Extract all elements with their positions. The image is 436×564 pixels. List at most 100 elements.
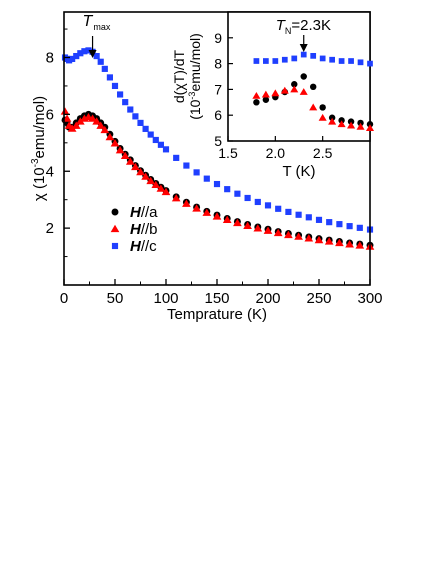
data-point: [243, 221, 252, 229]
y-tick-label: 6: [46, 106, 54, 123]
data-point: [234, 190, 241, 197]
inset-data-point: [299, 88, 308, 95]
data-point: [356, 224, 363, 231]
inset-x-tick-label: 2.5: [313, 145, 333, 161]
inset-data-point: [291, 81, 298, 88]
data-point: [222, 215, 232, 224]
data-point: [203, 175, 210, 182]
data-point: [88, 114, 97, 122]
tmax-annotation: Tmax: [83, 13, 111, 32]
data-point: [224, 186, 231, 193]
legend: H//aH//bH//c: [110, 204, 158, 255]
data-point: [125, 157, 135, 165]
data-point: [141, 172, 150, 180]
legend-label: H//a: [130, 204, 158, 221]
data-point: [173, 154, 180, 161]
data-point: [115, 146, 125, 154]
inset-y-tick-label: 6: [214, 107, 222, 123]
inset-data-point: [319, 104, 326, 111]
inset-y-tick-label: 9: [214, 30, 222, 46]
inset-data-point: [262, 96, 270, 103]
data-point: [304, 234, 314, 242]
series-h-c: [61, 47, 374, 233]
inset-data-point: [290, 85, 299, 93]
data-point: [335, 238, 344, 247]
data-point: [137, 119, 144, 126]
data-point: [97, 58, 104, 65]
data-point: [132, 113, 139, 120]
data-point: [294, 232, 303, 240]
inset-data-point: [365, 124, 375, 132]
inset-plot: 1.5 2.0 2.5 5 6 7 8 9 T (K) d(χT)/dT(10-3emu/mol)…: [171, 11, 375, 180]
data-point: [60, 107, 70, 115]
data-point: [355, 241, 365, 249]
inset-data-point: [310, 53, 317, 59]
data-point: [213, 180, 221, 188]
x-tick-label: 150: [204, 290, 229, 307]
data-point: [295, 211, 302, 218]
data-point: [161, 187, 171, 196]
data-point: [162, 146, 170, 153]
inset-data-point: [348, 58, 354, 64]
inset-data-point: [356, 122, 365, 130]
x-tick-label: 100: [153, 290, 178, 307]
data-point: [233, 218, 242, 227]
inset-data-point: [309, 83, 317, 91]
data-point: [253, 224, 263, 232]
inset-data-point: [347, 121, 356, 129]
data-point: [212, 212, 222, 220]
data-point: [146, 176, 156, 185]
data-point: [264, 202, 272, 209]
data-point: [73, 52, 80, 60]
data-point: [77, 50, 84, 57]
inset-data-point: [271, 89, 280, 97]
data-point: [151, 180, 161, 189]
data-point: [285, 208, 292, 215]
inset-data-point: [261, 90, 270, 98]
data-point: [110, 139, 120, 147]
inset-data-point: [367, 60, 373, 67]
inset-series-h-c: [253, 51, 373, 67]
legend-label: H//b: [130, 221, 158, 238]
data-point: [69, 55, 76, 63]
x-tick-label: 0: [60, 290, 68, 307]
inset-data-point: [253, 99, 260, 106]
data-point: [202, 208, 212, 216]
data-point: [275, 205, 282, 212]
y-tick-label: 8: [46, 50, 54, 67]
inset-data-point: [357, 59, 364, 66]
data-point: [75, 117, 85, 125]
data-point: [152, 136, 159, 144]
data-point: [157, 141, 164, 148]
data-point: [67, 124, 77, 132]
data-point: [105, 132, 115, 141]
data-point: [147, 131, 154, 138]
y-tick-label: 4: [46, 163, 54, 180]
data-point: [136, 167, 145, 176]
data-point: [92, 117, 101, 125]
inset-frame: [227, 11, 371, 142]
data-point: [122, 99, 129, 106]
inset-x-tick-label: 2.0: [266, 145, 286, 161]
data-point: [345, 240, 354, 248]
x-tick-label: 50: [107, 290, 124, 307]
inset-data-point: [328, 117, 337, 125]
inset-data-point: [253, 58, 260, 64]
data-point: [192, 204, 201, 212]
inset-x-axis-label: T (K): [282, 163, 315, 180]
inset-y-axis-label-line1: d(χT)/dT: [171, 49, 187, 103]
tn-arrow-head: [299, 44, 308, 52]
legend-marker: [111, 208, 119, 216]
inset-y-axis-label-line2: (10-3emu/mol): [187, 33, 203, 120]
inset-data-point: [272, 58, 279, 64]
inset-y-tick-label: 7: [214, 81, 222, 97]
inset-data-point: [309, 103, 318, 111]
data-point: [193, 169, 200, 176]
data-point: [117, 91, 124, 98]
data-point: [85, 47, 92, 54]
inset-data-point: [252, 91, 261, 99]
data-point: [156, 184, 166, 192]
inset-data-point: [281, 56, 288, 63]
y-axis-label: χ (10-3emu/mol): [30, 96, 48, 201]
